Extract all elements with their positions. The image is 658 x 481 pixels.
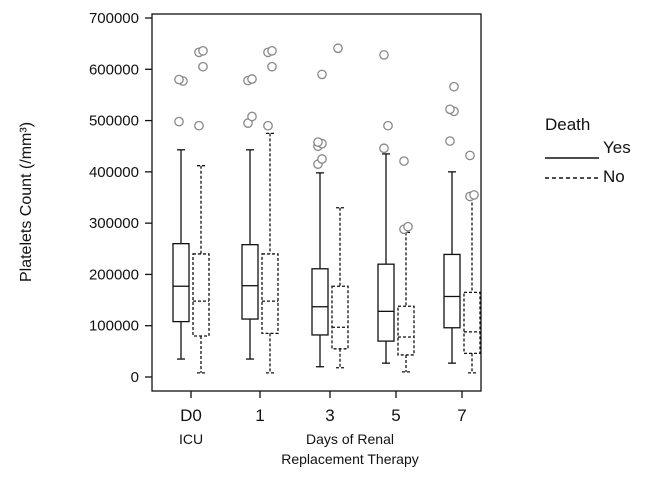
iqr-box xyxy=(261,253,279,335)
outlier-point xyxy=(263,120,273,131)
iqr-box xyxy=(443,253,461,329)
box-series xyxy=(172,43,481,374)
x-tick-label: 3 xyxy=(325,406,334,425)
box-no-5 xyxy=(397,156,415,373)
iqr-box xyxy=(331,285,349,350)
y-tick-label: 600000 xyxy=(89,61,139,78)
rrt-label-line1: Days of Renal xyxy=(306,431,394,447)
outlier-point xyxy=(333,43,343,54)
box-no-D0 xyxy=(192,45,210,374)
box-no-7 xyxy=(463,150,481,374)
x-tick-label: 5 xyxy=(391,406,400,425)
iqr-box xyxy=(397,305,415,356)
outlier-point xyxy=(198,45,208,56)
outlier-point xyxy=(174,74,184,85)
y-axis-ticks: 0 100000 200000 300000 400000 500000 600000 700… xyxy=(89,10,152,386)
rrt-label-line2: Replacement Therapy xyxy=(281,451,418,467)
outlier-point xyxy=(198,61,208,72)
x-tick-label: 7 xyxy=(457,406,466,425)
box-no-1 xyxy=(261,45,279,374)
box-no-3 xyxy=(331,43,349,369)
outlier-point xyxy=(267,61,277,72)
iqr-box xyxy=(463,291,481,355)
outlier-point xyxy=(317,69,327,80)
iqr-box xyxy=(377,263,395,342)
outlier-point xyxy=(383,120,393,131)
outlier-point xyxy=(465,150,475,161)
y-axis-label: Platelets Count (/mm³) xyxy=(18,122,35,282)
legend: Death Yes No xyxy=(545,115,631,186)
x-tick-label: D0 xyxy=(180,406,202,425)
outlier-point xyxy=(317,154,327,164)
iqr-box xyxy=(192,253,210,337)
outlier-point xyxy=(379,50,389,60)
y-tick-label: 300000 xyxy=(89,215,139,232)
outlier-point xyxy=(194,120,204,131)
outlier-point xyxy=(247,74,257,84)
x-tick-label: 1 xyxy=(255,406,264,425)
plot-frame xyxy=(151,13,482,392)
outlier-point xyxy=(174,116,184,127)
legend-label-yes: Yes xyxy=(603,138,631,157)
outlier-point xyxy=(379,143,389,154)
y-tick-label: 100000 xyxy=(89,318,139,335)
outlier-point xyxy=(445,104,455,115)
outlier-point xyxy=(399,156,409,166)
box-yes-1 xyxy=(241,74,259,360)
y-tick-label: 500000 xyxy=(89,113,139,130)
outlier-point xyxy=(267,45,277,56)
outlier-point xyxy=(449,81,459,92)
y-tick-label: 400000 xyxy=(89,164,139,181)
box-yes-7 xyxy=(443,81,461,364)
iqr-box xyxy=(172,243,190,323)
x-axis-labels: D0 1 3 5 7 xyxy=(180,391,467,425)
outlier-point xyxy=(445,136,455,146)
icu-label: ICU xyxy=(179,431,203,447)
outlier-point xyxy=(313,137,323,147)
outlier-point xyxy=(403,221,413,232)
box-yes-D0 xyxy=(172,74,190,360)
iqr-box xyxy=(311,268,329,336)
y-tick-label: 200000 xyxy=(89,266,139,283)
legend-label-no: No xyxy=(603,167,625,186)
box-yes-3 xyxy=(311,69,329,368)
y-tick-label: 0 xyxy=(131,369,139,386)
legend-title: Death xyxy=(545,115,590,134)
iqr-box xyxy=(241,244,259,320)
box-yes-5 xyxy=(377,50,395,364)
outlier-point xyxy=(247,111,257,122)
outlier-point xyxy=(469,190,479,200)
y-tick-label: 700000 xyxy=(89,10,139,27)
